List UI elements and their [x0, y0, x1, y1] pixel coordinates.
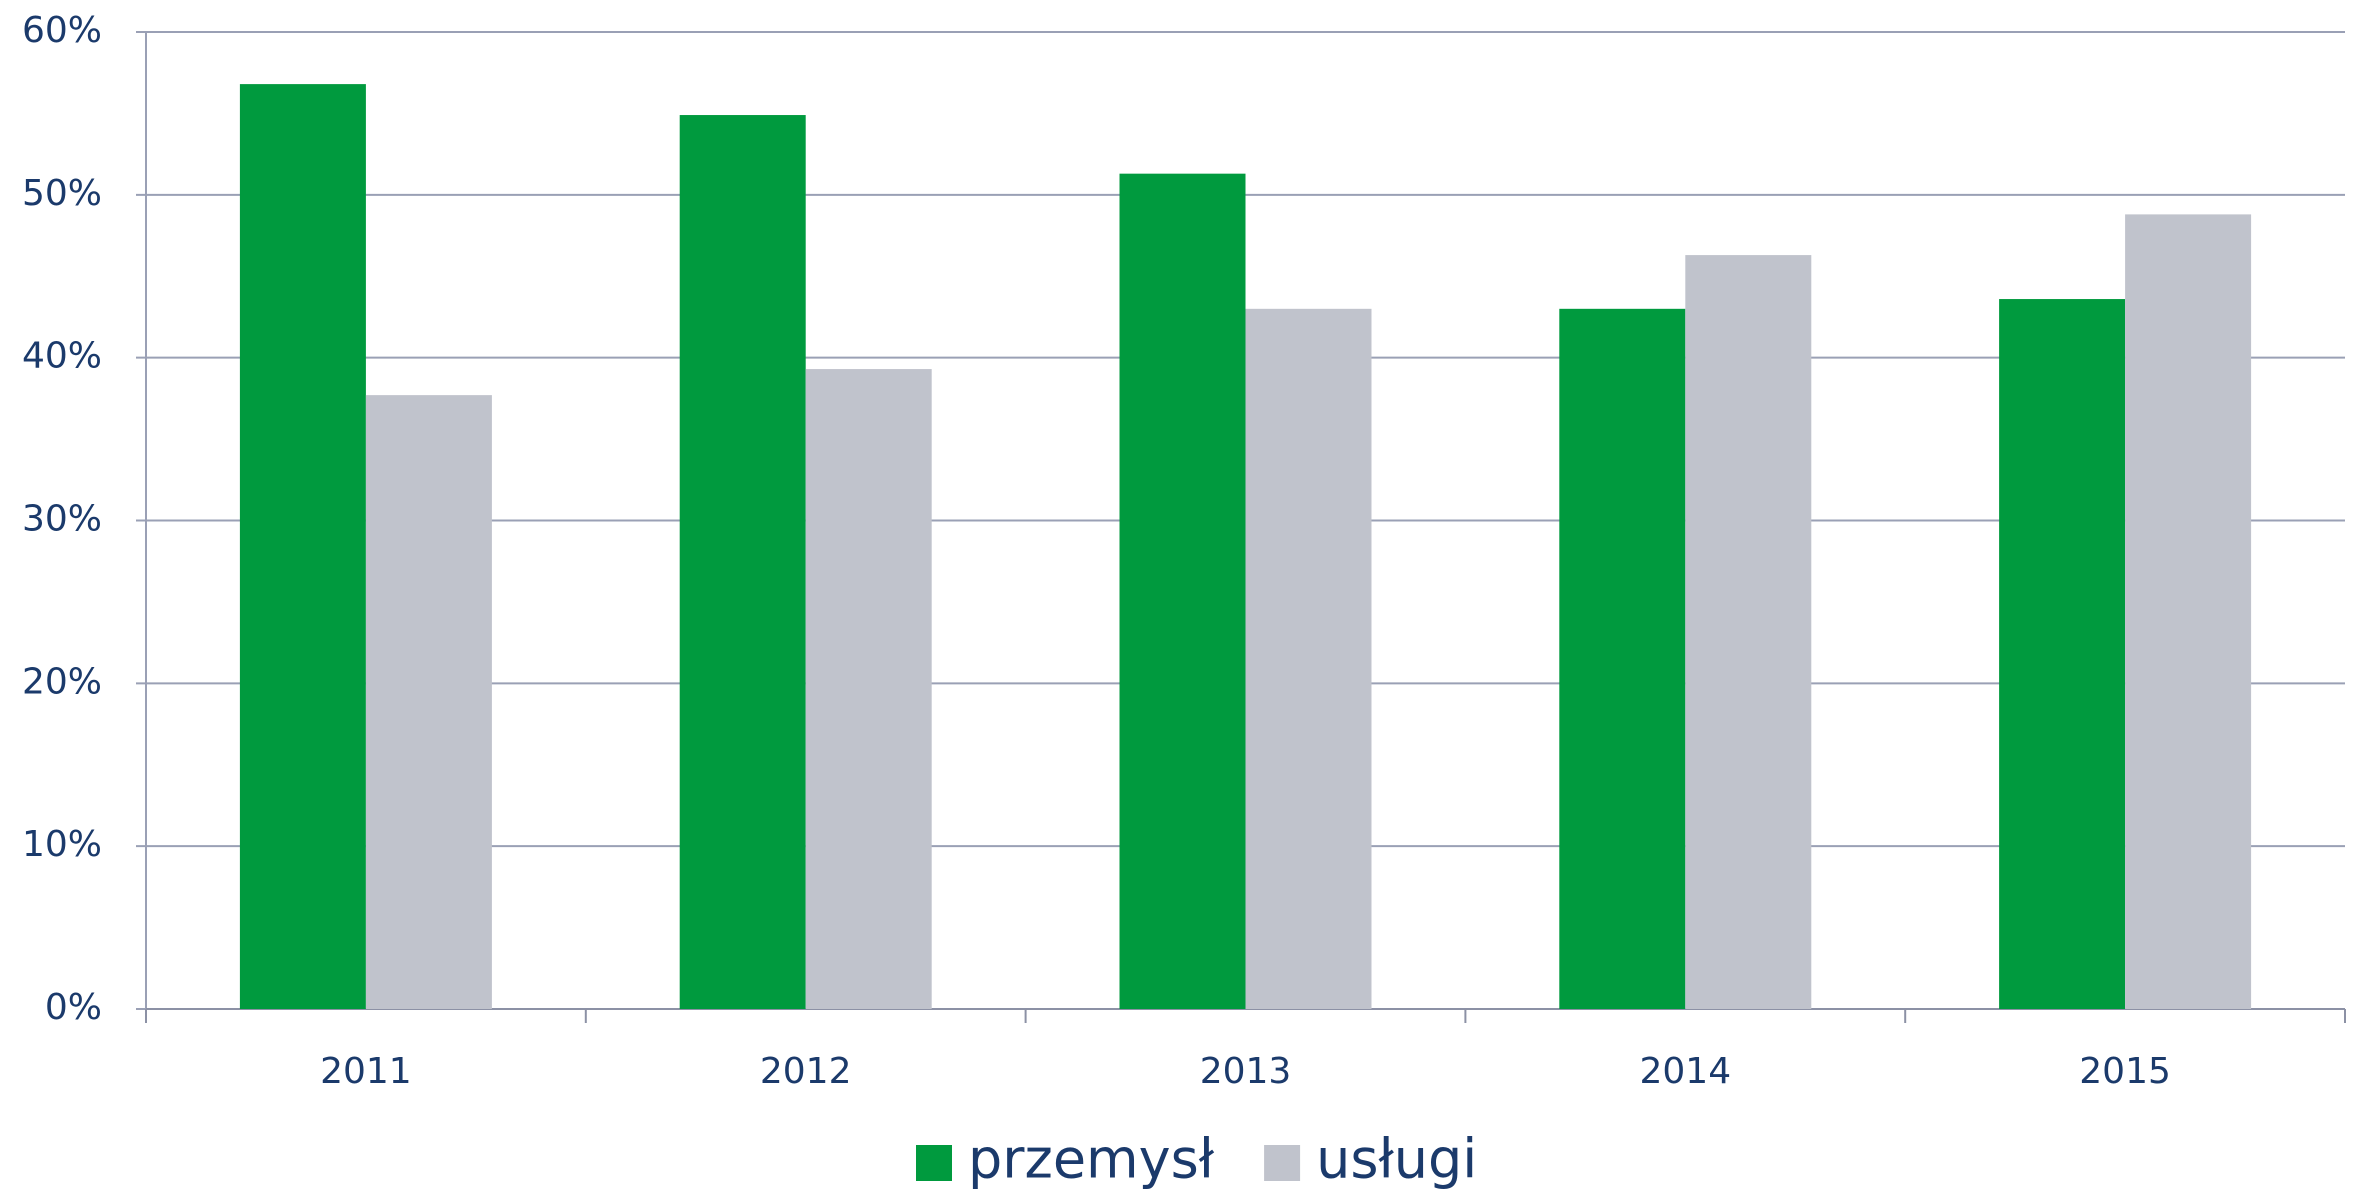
bar [1999, 299, 2126, 1010]
bar [239, 84, 366, 1009]
bar [679, 115, 806, 1010]
bar [1245, 308, 1372, 1010]
bar [1685, 255, 1812, 1009]
y-tick-label: 40% [22, 336, 102, 377]
y-tick-label: 50% [22, 173, 102, 214]
legend-swatch [1264, 1145, 1301, 1181]
bar [805, 369, 932, 1009]
bar [1559, 308, 1686, 1010]
x-tick-label: 2012 [760, 1051, 852, 1092]
y-tick-label: 60% [22, 10, 102, 51]
y-tick-label: 10% [22, 824, 102, 865]
y-tick-label: 30% [22, 499, 102, 540]
y-tick-label: 0% [45, 987, 102, 1028]
x-tick-label: 2014 [1639, 1051, 1731, 1092]
x-tick-label: 2011 [320, 1051, 412, 1092]
legend-swatch [916, 1145, 952, 1181]
x-tick-label: 2013 [1200, 1051, 1292, 1092]
bar [2125, 214, 2252, 1009]
legend-label: usługi [1316, 1128, 1477, 1191]
y-tick-label: 20% [22, 661, 102, 702]
legend-label: przemysł [968, 1128, 1215, 1191]
x-tick-label: 2015 [2079, 1051, 2171, 1092]
bar [365, 395, 492, 1009]
bar [1119, 173, 1246, 1010]
